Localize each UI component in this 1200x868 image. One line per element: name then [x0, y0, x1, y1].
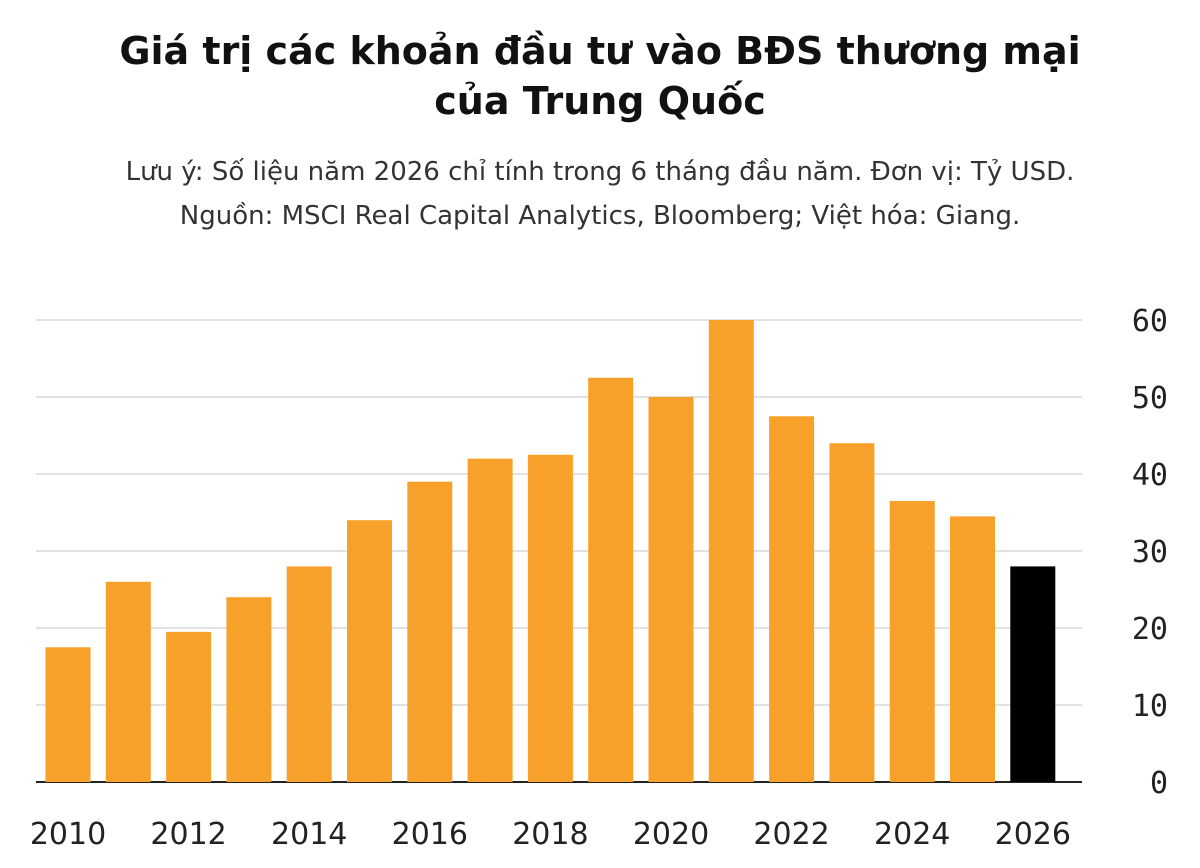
- bar-2021: [708, 320, 754, 782]
- chart-title: Giá trị các khoản đầu tư vào BĐS thương …: [0, 26, 1200, 126]
- chart-note: Lưu ý: Số liệu năm 2026 chỉ tính trong 6…: [125, 157, 1075, 187]
- bar-2026: [1010, 566, 1056, 782]
- y-tick-label: 50: [1132, 381, 1168, 416]
- bar-2022: [769, 416, 815, 782]
- chart-title-line-2: của Trung Quốc: [434, 79, 766, 123]
- y-tick-label: 30: [1132, 535, 1168, 570]
- y-tick-label: 60: [1132, 304, 1168, 339]
- bar-2023: [829, 443, 875, 782]
- y-axis-ticks: 0 10 20 30 40 50 60: [1132, 304, 1168, 801]
- bar-2015: [347, 520, 392, 782]
- y-tick-label: 10: [1132, 689, 1168, 724]
- bar-2013: [226, 597, 272, 782]
- bar-2024: [889, 500, 935, 782]
- y-tick-label: 40: [1132, 458, 1168, 493]
- bar-2014: [286, 566, 332, 782]
- x-tick-label: 2016: [392, 817, 468, 852]
- bar-2017: [467, 458, 513, 782]
- bar-2020: [648, 397, 694, 782]
- x-tick-label: 2022: [753, 817, 829, 852]
- bar-2019: [588, 377, 634, 782]
- y-tick-label: 20: [1132, 612, 1168, 647]
- x-tick-label: 2012: [150, 817, 226, 852]
- x-tick-label: 2024: [874, 817, 950, 852]
- chart-title-line-1: Giá trị các khoản đầu tư vào BĐS thương …: [119, 29, 1081, 73]
- bar-2010: [45, 647, 91, 782]
- y-tick-label: 0: [1150, 766, 1168, 801]
- bar-2025: [950, 516, 995, 782]
- chart-subtitle: Lưu ý: Số liệu năm 2026 chỉ tính trong 6…: [0, 150, 1200, 238]
- x-tick-label: 2010: [30, 817, 106, 852]
- x-tick-label: 2018: [512, 817, 588, 852]
- x-tick-label: 2026: [995, 817, 1071, 852]
- bar-2012: [166, 631, 212, 782]
- bar-2011: [105, 581, 151, 782]
- chart-source: Nguồn: MSCI Real Capital Analytics, Bloo…: [179, 201, 1021, 231]
- bar-2018: [527, 454, 573, 782]
- x-tick-label: 2014: [271, 817, 347, 852]
- x-axis-ticks: 2010 2012 2014 2016 2018 2020 2022 2024 2026: [30, 817, 1071, 852]
- x-tick-label: 2020: [633, 817, 709, 852]
- bar-2016: [407, 481, 453, 782]
- bars: [45, 320, 1056, 782]
